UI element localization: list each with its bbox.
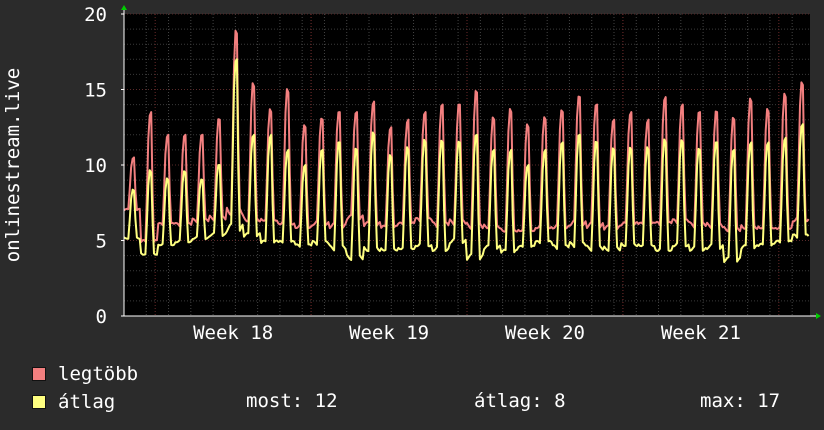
x-tick-label: Week 20	[505, 322, 585, 344]
chart: 0 5 10 15 20 Week 18 Week 19 Week 20 Week 21 onl…	[2, 4, 821, 344]
y-axis-label: onlinestream.live	[2, 68, 24, 262]
x-tick-label: Week 18	[193, 322, 273, 344]
legend-swatch-legtobb	[32, 367, 46, 381]
x-axis-arrow-icon	[816, 313, 821, 319]
x-tick-label: Week 19	[349, 322, 429, 344]
x-tick-label: Week 21	[661, 322, 741, 344]
legend-item-legtobb: legtöbb	[32, 362, 138, 386]
series-line-atlag	[123, 58, 810, 264]
y-tick-label: 0	[96, 306, 107, 328]
legend-swatch-atlag	[32, 395, 46, 409]
stat-max: max: 17	[700, 390, 781, 412]
legend-item-atlag: átlag	[32, 390, 115, 414]
chart-grid	[123, 13, 810, 316]
chart-tick-labels: 0 5 10 15 20 Week 18 Week 19 Week 20 Week 21	[84, 4, 741, 344]
y-tick-label: 20	[84, 4, 107, 26]
legend-label-atlag: átlag	[58, 391, 116, 413]
legend-label-legtobb: legtöbb	[58, 363, 139, 385]
y-tick-label: 10	[84, 155, 107, 177]
y-tick-label: 5	[96, 231, 107, 253]
y-tick-label: 15	[84, 80, 107, 102]
stat-most: most: 12	[246, 390, 338, 412]
chart-series	[123, 29, 810, 264]
y-axis-arrow-icon	[121, 5, 127, 10]
stat-atlag: átlag: 8	[474, 390, 566, 412]
chart-axes	[121, 5, 821, 319]
